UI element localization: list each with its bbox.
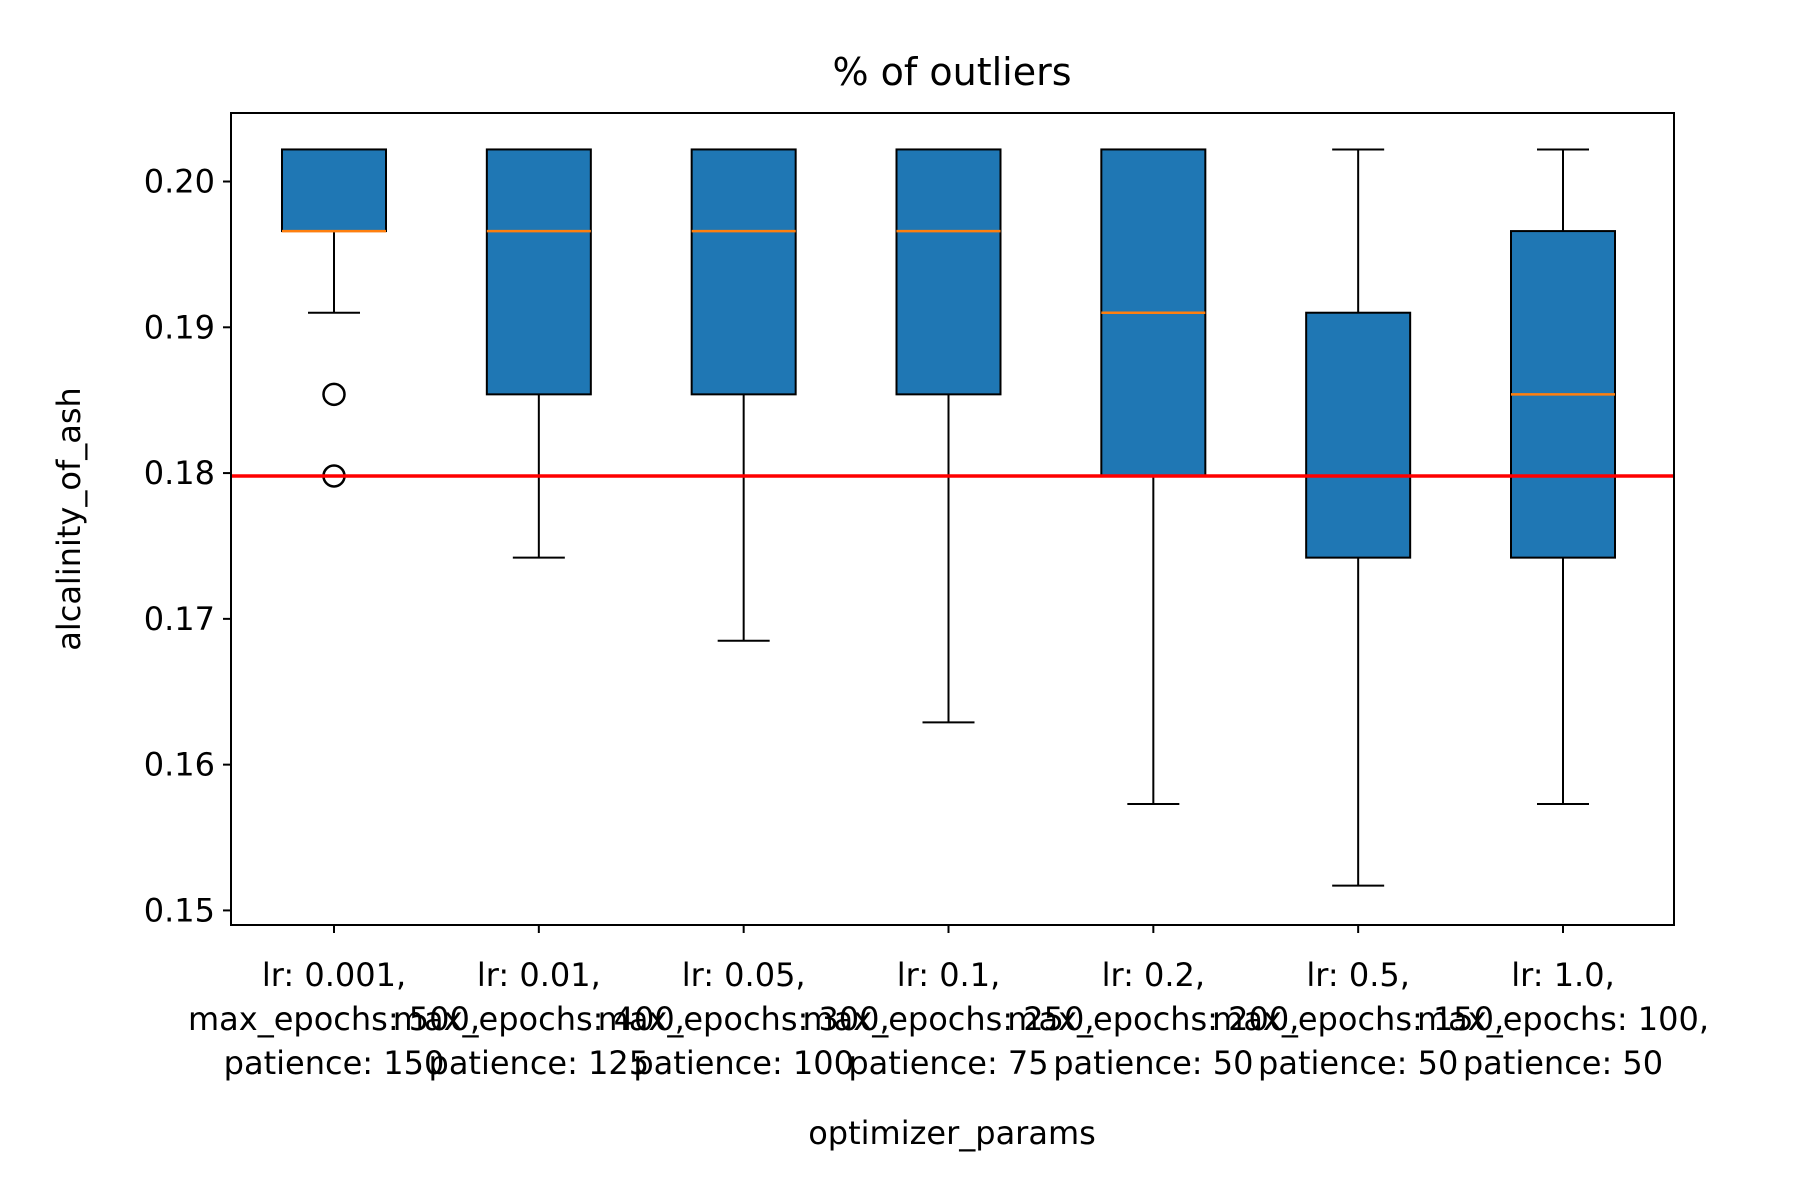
axes-frame bbox=[230, 112, 1675, 926]
chart-title: % of outliers bbox=[832, 50, 1071, 94]
x-tick-label: max_epochs: 250, bbox=[802, 1000, 1094, 1038]
x-tick-label: lr: 0.001, bbox=[262, 956, 406, 994]
y-tick-label: 0.15 bbox=[144, 891, 215, 929]
y-axis-label: alcalinity_of_ash bbox=[50, 387, 88, 651]
y-tick-label: 0.16 bbox=[144, 746, 215, 784]
x-tick-label: max_epochs: 500, bbox=[188, 1000, 480, 1038]
x-axis: lr: 0.001, max_epochs: 500, patience: 150 l… bbox=[188, 925, 1709, 1082]
box-group bbox=[895, 148, 1002, 724]
y-tick-label: 0.18 bbox=[144, 454, 215, 492]
box-group bbox=[690, 148, 797, 642]
box bbox=[1305, 311, 1412, 559]
x-tick-label: lr: 0.01, bbox=[477, 956, 601, 994]
x-tick-label: patience: 50 bbox=[1463, 1044, 1663, 1082]
x-tick-label: max_epochs: 400, bbox=[393, 1000, 685, 1038]
x-tick-label: max_epochs: 100, bbox=[1417, 1000, 1709, 1038]
x-tick-label: max_epochs: 200, bbox=[1007, 1000, 1299, 1038]
y-axis: 0.15 0.16 0.17 0.18 0.19 0.20 bbox=[144, 163, 231, 929]
outlier-point bbox=[322, 382, 346, 407]
x-tick-label: max_epochs: 300, bbox=[598, 1000, 890, 1038]
plot-area bbox=[231, 148, 1674, 887]
x-tick-label: patience: 50 bbox=[1258, 1044, 1458, 1082]
x-tick-label: patience: 75 bbox=[848, 1044, 1048, 1082]
y-tick-label: 0.17 bbox=[144, 600, 215, 638]
box-group bbox=[1510, 148, 1616, 806]
x-tick-label: patience: 125 bbox=[429, 1044, 650, 1082]
box-group bbox=[485, 148, 592, 559]
x-tick-label: patience: 100 bbox=[633, 1044, 854, 1082]
x-axis-label: optimizer_params bbox=[808, 1114, 1096, 1152]
x-tick-label: max_epochs: 150, bbox=[1212, 1000, 1504, 1038]
x-tick-label: lr: 0.05, bbox=[682, 956, 806, 994]
x-tick-label: patience: 50 bbox=[1053, 1044, 1253, 1082]
box bbox=[895, 148, 1002, 396]
x-tick-label: lr: 1.0, bbox=[1511, 956, 1615, 994]
x-tick-label: lr: 0.2, bbox=[1102, 956, 1206, 994]
x-tick-label: patience: 150 bbox=[224, 1044, 445, 1082]
x-tick-label: lr: 0.5, bbox=[1306, 956, 1410, 994]
box bbox=[485, 148, 592, 396]
x-tick-label: lr: 0.1, bbox=[897, 956, 1001, 994]
box bbox=[690, 148, 797, 396]
box bbox=[281, 148, 387, 233]
box-group bbox=[281, 148, 387, 488]
box-group bbox=[1305, 148, 1412, 887]
y-tick-label: 0.20 bbox=[144, 163, 215, 201]
y-tick-label: 0.19 bbox=[144, 308, 215, 346]
